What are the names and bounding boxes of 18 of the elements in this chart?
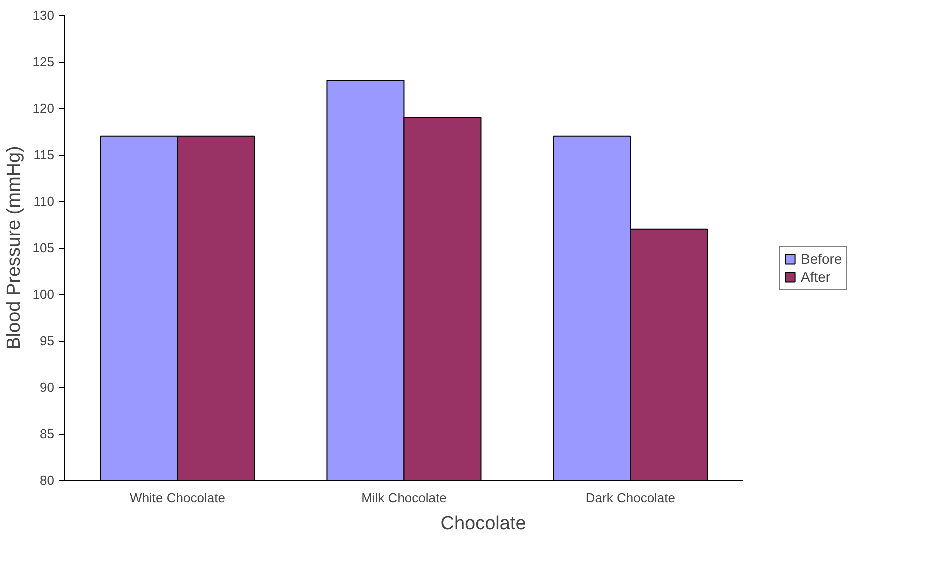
y-tick-label: 90 [40, 380, 55, 395]
y-tick-label: 130 [32, 8, 55, 23]
y-tick-label: 85 [40, 426, 55, 442]
x-axis-title: Chocolate [440, 514, 526, 534]
y-tick-label: 125 [32, 54, 55, 70]
y-tick-label: 100 [32, 287, 55, 302]
x-tick-label: White Chocolate [130, 490, 226, 506]
x-tick-label: Milk Chocolate [362, 490, 447, 506]
y-tick-label: 120 [32, 101, 55, 116]
y-tick-label: 80 [40, 473, 55, 488]
y-tick-label: 110 [34, 194, 55, 209]
legend-label: After [801, 269, 831, 285]
y-axis-title: Blood Pressure (mmHg) [4, 146, 25, 350]
y-tick-label: 95 [40, 334, 55, 348]
y-tick-label: 105 [32, 240, 55, 256]
x-tick-label: Dark Chocolate [586, 490, 676, 506]
legend-label: Before [801, 251, 842, 267]
y-tick-label: 115 [34, 148, 55, 162]
